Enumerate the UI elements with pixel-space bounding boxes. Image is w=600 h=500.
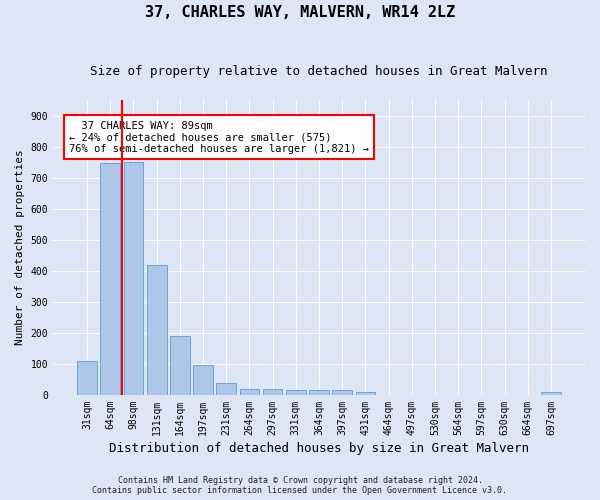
- Bar: [309, 390, 329, 395]
- Y-axis label: Number of detached properties: Number of detached properties: [15, 150, 25, 346]
- Bar: [217, 382, 236, 395]
- Text: 37, CHARLES WAY, MALVERN, WR14 2LZ: 37, CHARLES WAY, MALVERN, WR14 2LZ: [145, 5, 455, 20]
- Bar: [100, 162, 120, 395]
- Bar: [193, 366, 213, 395]
- Bar: [124, 162, 143, 395]
- Bar: [356, 392, 375, 395]
- Bar: [147, 264, 167, 395]
- Title: Size of property relative to detached houses in Great Malvern: Size of property relative to detached ho…: [90, 65, 548, 78]
- Bar: [286, 390, 305, 395]
- Bar: [541, 392, 561, 395]
- Bar: [77, 361, 97, 395]
- X-axis label: Distribution of detached houses by size in Great Malvern: Distribution of detached houses by size …: [109, 442, 529, 455]
- Bar: [170, 336, 190, 395]
- Bar: [263, 388, 283, 395]
- Text: 37 CHARLES WAY: 89sqm
← 24% of detached houses are smaller (575)
76% of semi-det: 37 CHARLES WAY: 89sqm ← 24% of detached …: [69, 120, 369, 154]
- Bar: [239, 388, 259, 395]
- Text: Contains HM Land Registry data © Crown copyright and database right 2024.
Contai: Contains HM Land Registry data © Crown c…: [92, 476, 508, 495]
- Bar: [332, 390, 352, 395]
